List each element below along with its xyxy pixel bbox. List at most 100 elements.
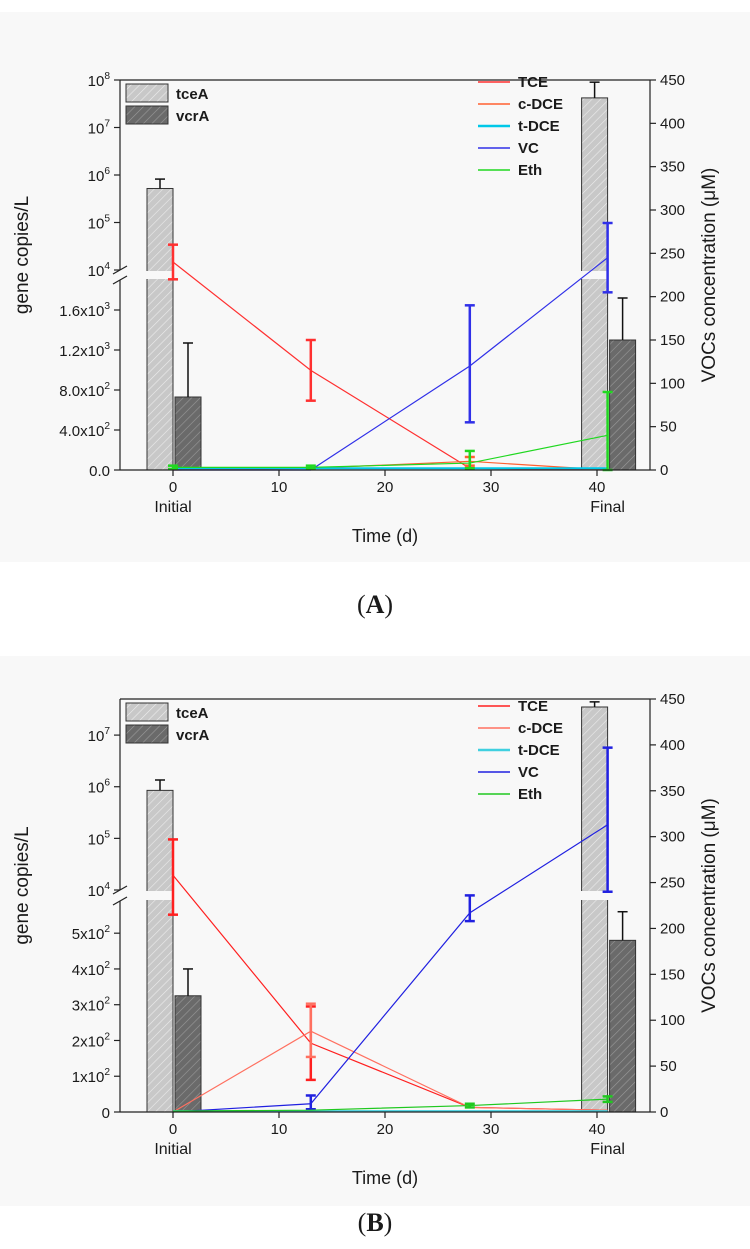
legend-label-eth: Eth: [518, 786, 542, 803]
right-tick-label: 0: [660, 462, 668, 479]
left-axis-title: gene copies/L: [12, 196, 33, 314]
x-category-label-initial: Initial: [154, 1141, 191, 1158]
right-tick-label: 100: [660, 375, 685, 392]
panel-letter-b: (B): [357, 1208, 393, 1237]
left-log-tick-label: 107: [88, 726, 111, 745]
right-tick-label: 100: [660, 1012, 685, 1029]
bar-tceA-final: [581, 706, 609, 1113]
x-tick-label: 30: [483, 479, 500, 496]
left-tick-label: 2x102: [72, 1031, 111, 1050]
left-tick-label: 5x102: [72, 924, 111, 943]
legend-label-eth: Eth: [518, 162, 542, 179]
left-tick-label: 4x102: [72, 960, 111, 979]
legend-label-vc: VC: [518, 140, 539, 157]
bar-vcrA-final: [609, 939, 637, 1113]
right-tick-label: 50: [660, 419, 677, 436]
left-tick-label: 0: [102, 1105, 110, 1122]
left-log-tick-label: 105: [88, 829, 111, 848]
left-log-tick-label: 108: [88, 71, 111, 90]
series-line-eth: [172, 1098, 608, 1112]
chart-panel-a: 0.0 4.0x102 8.0x102 1.2x103 1.6x103 104 105 106…: [0, 12, 750, 562]
left-axis-title: gene copies/L: [12, 826, 33, 944]
legend-swatch-vcrA: [125, 724, 169, 744]
legend-swatch-tceA: [125, 702, 169, 722]
right-tick-label: 250: [660, 875, 685, 892]
right-tick-label: 200: [660, 920, 685, 937]
chart-b-svg: 0 1x102 2x102 3x102 4x102 5x102 104 105 106 107 0 5…: [12, 691, 720, 1188]
right-axis-title: VOCs concentration (μM): [699, 798, 720, 1013]
legend-label-vc: VC: [518, 764, 539, 781]
x-tick-label: 0: [169, 1121, 177, 1138]
left-tick-label: 8.0x102: [59, 381, 110, 400]
series-line-c-dce: [172, 1030, 608, 1113]
axis-break-gap: [114, 271, 656, 279]
right-tick-label: 300: [660, 202, 685, 219]
x-tick-label: 10: [271, 479, 288, 496]
bar-vcrA-final: [609, 339, 637, 471]
x-axis-title: Time (d): [352, 526, 418, 546]
left-log-tick-label: 105: [88, 214, 111, 233]
right-tick-label: 250: [660, 245, 685, 262]
legend-label-vcrA: vcrA: [176, 108, 210, 125]
x-tick-label: 40: [589, 479, 606, 496]
bar-tceA-final: [581, 97, 609, 471]
series-line-tce: [172, 874, 608, 1111]
left-log-tick-label: 104: [88, 881, 111, 900]
x-tick-label: 0: [169, 479, 177, 496]
chart-a-svg: 0.0 4.0x102 8.0x102 1.2x103 1.6x103 104 105 106…: [12, 71, 720, 546]
right-tick-label: 150: [660, 966, 685, 983]
panel-letter-a: (A): [356, 590, 394, 619]
axis-break-mark: [112, 896, 128, 906]
right-tick-label: 0: [660, 1104, 668, 1121]
bar-vcrA-initial: [174, 995, 202, 1113]
right-tick-label: 450: [660, 691, 685, 708]
bar-tceA-initial: [146, 187, 174, 471]
legend-label-t-dce: t-DCE: [518, 742, 560, 759]
bar-tceA-initial: [146, 789, 174, 1113]
left-log-tick-label: 106: [88, 166, 111, 185]
right-tick-label: 400: [660, 737, 685, 754]
legend-label-vcrA: vcrA: [176, 727, 210, 744]
chart-panel-b: 0 1x102 2x102 3x102 4x102 5x102 104 105 106 107 0 5…: [0, 656, 750, 1206]
right-tick-label: 400: [660, 115, 685, 132]
axis-break-gap: [114, 891, 656, 900]
left-log-tick-label: 104: [88, 261, 111, 280]
series-line-vc: [172, 824, 608, 1113]
series-line-vc: [173, 257, 608, 471]
x-axis-title: Time (d): [352, 1168, 418, 1188]
right-tick-label: 50: [660, 1058, 677, 1075]
legend-label-tce: TCE: [518, 698, 548, 715]
legend-label-c-dce: c-DCE: [518, 96, 563, 113]
right-tick-label: 350: [660, 159, 685, 176]
bar-vcrA-initial: [174, 396, 202, 471]
axis-break-mark: [112, 275, 128, 285]
left-tick-label: 0.0: [89, 463, 110, 480]
x-tick-label: 20: [377, 1121, 394, 1138]
series-line-eth: [173, 434, 608, 468]
legend-swatch-vcrA: [125, 105, 169, 125]
left-tick-label: 3x102: [72, 996, 111, 1015]
x-category-label-final: Final: [590, 499, 625, 516]
x-category-label-initial: Initial: [154, 499, 191, 516]
right-axis-title: VOCs concentration (μM): [699, 168, 720, 383]
legend-swatch-tceA: [125, 83, 169, 103]
right-tick-label: 450: [660, 72, 685, 89]
legend-label-tceA: tceA: [176, 86, 209, 103]
right-tick-label: 200: [660, 289, 685, 306]
left-tick-label: 1x102: [72, 1067, 111, 1086]
legend-label-c-dce: c-DCE: [518, 720, 563, 737]
left-tick-label: 4.0x102: [59, 421, 110, 440]
x-tick-label: 40: [589, 1121, 606, 1138]
right-tick-label: 350: [660, 783, 685, 800]
x-tick-label: 10: [271, 1121, 288, 1138]
right-tick-label: 150: [660, 332, 685, 349]
left-tick-label: 1.6x103: [59, 301, 110, 320]
legend-label-tceA: tceA: [176, 705, 209, 722]
right-tick-label: 300: [660, 829, 685, 846]
x-category-label-final: Final: [590, 1141, 625, 1158]
x-tick-label: 20: [377, 479, 394, 496]
x-tick-label: 30: [483, 1121, 500, 1138]
legend-label-t-dce: t-DCE: [518, 118, 560, 135]
left-tick-label: 1.2x103: [59, 341, 110, 360]
left-log-tick-label: 106: [88, 778, 111, 797]
